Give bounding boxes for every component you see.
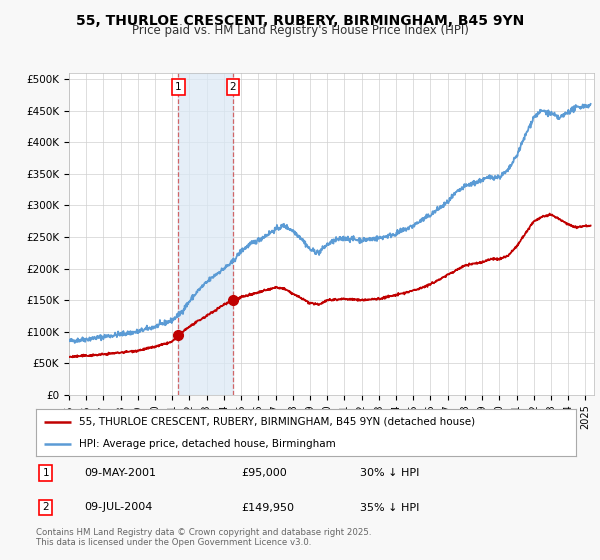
Text: 09-JUL-2004: 09-JUL-2004 [85, 502, 153, 512]
Text: 30% ↓ HPI: 30% ↓ HPI [360, 468, 419, 478]
Text: 1: 1 [43, 468, 49, 478]
Bar [178, 73, 233, 395]
Text: HPI: Average price, detached house, Birmingham: HPI: Average price, detached house, Birm… [79, 438, 336, 449]
Text: 35% ↓ HPI: 35% ↓ HPI [360, 502, 419, 512]
Text: £149,950: £149,950 [241, 502, 294, 512]
Text: £95,000: £95,000 [241, 468, 287, 478]
Text: 2: 2 [43, 502, 49, 512]
Text: Price paid vs. HM Land Registry's House Price Index (HPI): Price paid vs. HM Land Registry's House … [131, 24, 469, 36]
Text: 1: 1 [175, 82, 182, 92]
Text: 55, THURLOE CRESCENT, RUBERY, BIRMINGHAM, B45 9YN: 55, THURLOE CRESCENT, RUBERY, BIRMINGHAM… [76, 14, 524, 28]
Text: 55, THURLOE CRESCENT, RUBERY, BIRMINGHAM, B45 9YN (detached house): 55, THURLOE CRESCENT, RUBERY, BIRMINGHAM… [79, 417, 475, 427]
Text: 09-MAY-2001: 09-MAY-2001 [85, 468, 157, 478]
Text: Contains HM Land Registry data © Crown copyright and database right 2025.
This d: Contains HM Land Registry data © Crown c… [36, 528, 371, 547]
Text: 2: 2 [230, 82, 236, 92]
